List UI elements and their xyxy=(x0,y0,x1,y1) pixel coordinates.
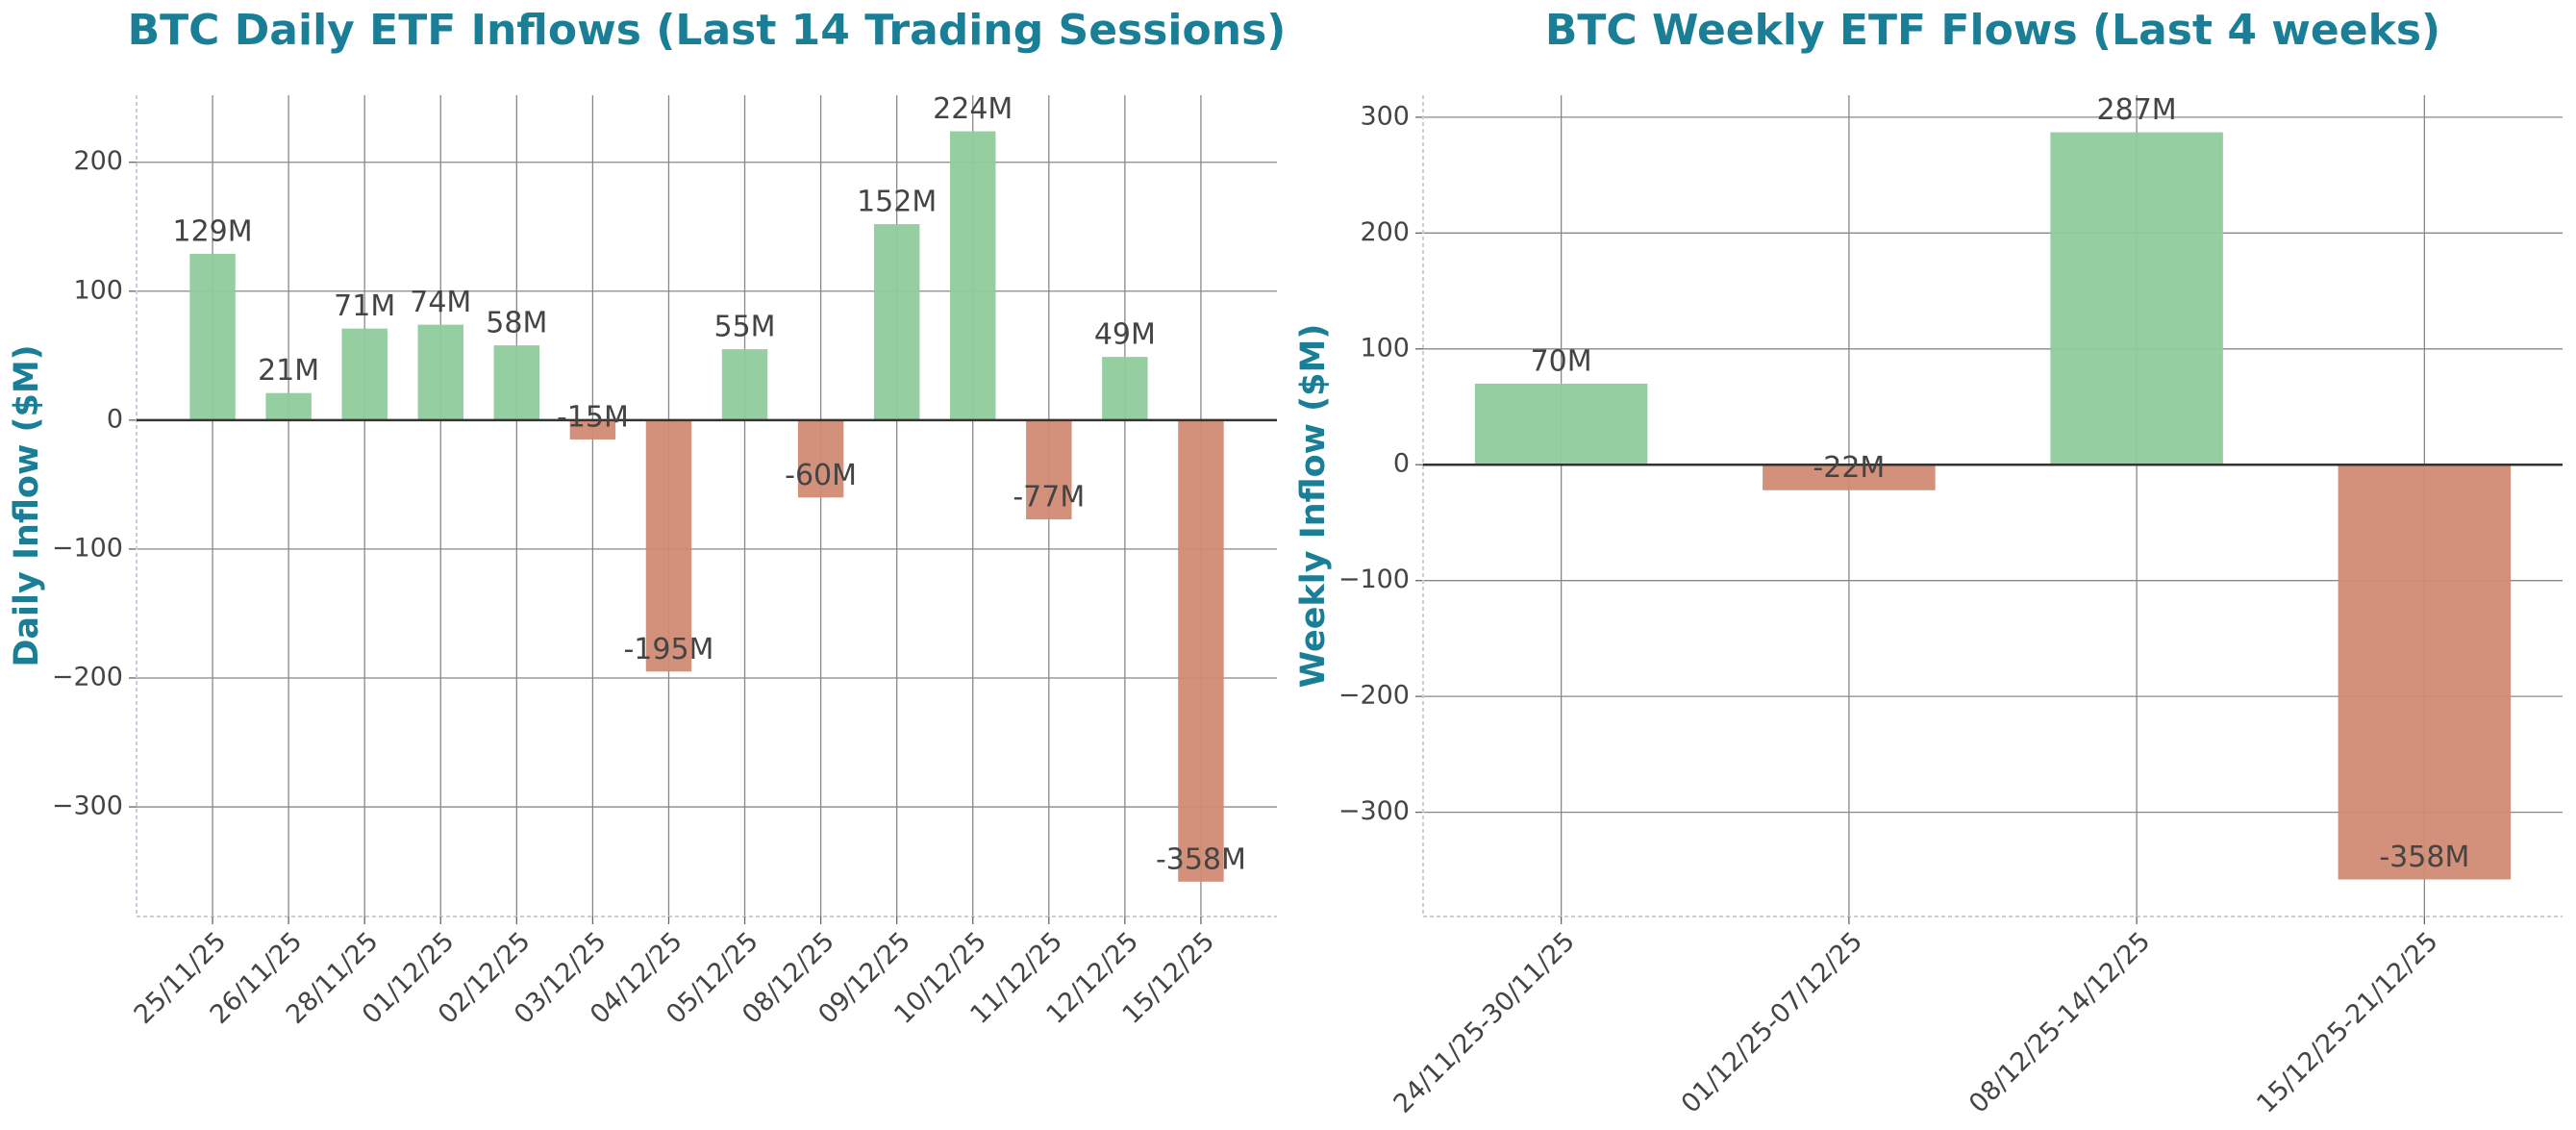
chart-title: BTC Daily ETF Inflows (Last 14 Trading S… xyxy=(128,6,1287,55)
value-label: 287M xyxy=(2097,93,2177,127)
bar xyxy=(1474,383,1648,465)
y-tick-label: 100 xyxy=(73,275,123,305)
bar xyxy=(950,131,996,420)
value-label: -358M xyxy=(1156,842,1246,876)
bar xyxy=(265,392,312,420)
value-label: -22M xyxy=(1813,451,1885,485)
y-tick-label: 0 xyxy=(1393,449,1410,479)
value-label: -15M xyxy=(557,400,629,434)
value-label: 71M xyxy=(334,289,395,323)
value-label: 152M xyxy=(857,186,937,219)
y-tick-label: −200 xyxy=(52,662,123,691)
value-label: 58M xyxy=(486,307,547,340)
x-tick-label: 08/12/25-14/12/25 xyxy=(1963,926,2156,1118)
y-axis-label: Weekly Inflow ($M) xyxy=(1294,324,1333,689)
y-tick-label: −200 xyxy=(1338,681,1410,711)
bar xyxy=(569,419,616,439)
y-tick-label: 300 xyxy=(1360,101,1410,131)
value-label: -77M xyxy=(1013,481,1085,515)
bar xyxy=(1026,419,1072,520)
y-tick-label: 200 xyxy=(73,146,123,176)
bar xyxy=(645,419,692,672)
bar xyxy=(341,328,388,420)
chart-title: BTC Weekly ETF Flows (Last 4 weeks) xyxy=(1545,6,2440,55)
bar xyxy=(1178,419,1224,882)
bar xyxy=(493,345,540,420)
value-label: 21M xyxy=(258,354,319,388)
bar xyxy=(2338,465,2512,880)
bar xyxy=(873,224,920,420)
bar xyxy=(721,349,768,420)
bar xyxy=(2050,132,2223,465)
bar xyxy=(189,253,236,420)
x-tick-label: 24/11/25-30/11/25 xyxy=(1388,926,1581,1118)
value-label: -60M xyxy=(785,459,857,492)
bar xyxy=(1763,465,1936,490)
value-label: -195M xyxy=(623,633,713,666)
y-tick-label: 0 xyxy=(107,404,123,434)
y-tick-label: −100 xyxy=(52,533,123,563)
value-label: 129M xyxy=(172,214,252,248)
value-label: 74M xyxy=(410,286,471,319)
y-tick-label: −300 xyxy=(1338,796,1410,826)
value-label: 49M xyxy=(1094,318,1156,352)
y-tick-label: −100 xyxy=(1338,565,1410,594)
bar xyxy=(1102,357,1148,420)
x-tick-label: 15/12/25-21/12/25 xyxy=(2251,926,2443,1118)
y-tick-label: 200 xyxy=(1360,217,1410,247)
value-label: -358M xyxy=(2379,841,2469,874)
bar xyxy=(797,419,844,498)
bar xyxy=(417,324,463,420)
value-label: 55M xyxy=(714,311,776,344)
value-label: 224M xyxy=(933,92,1013,126)
x-tick-label: 01/12/25-07/12/25 xyxy=(1676,926,1868,1118)
y-axis-label: Daily Inflow ($M) xyxy=(8,344,46,666)
y-tick-label: −300 xyxy=(52,791,123,821)
y-tick-label: 100 xyxy=(1360,333,1410,363)
value-label: 70M xyxy=(1531,344,1592,378)
